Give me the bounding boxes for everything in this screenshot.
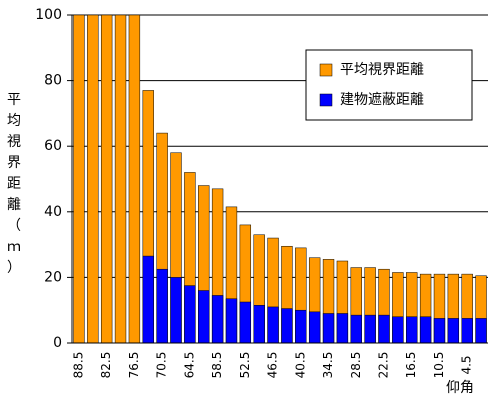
y-tick-label: 100	[35, 7, 62, 23]
x-tick-label: 4.5	[460, 355, 474, 374]
bar	[198, 290, 210, 344]
x-tick-label: 70.5	[155, 352, 169, 379]
legend-box	[305, 49, 473, 121]
bar	[295, 309, 307, 344]
x-tick-label: 28.5	[349, 352, 363, 379]
legend-label: 平均視界距離	[340, 61, 424, 78]
bar	[170, 277, 182, 344]
bar	[475, 318, 487, 344]
y-tick-label: 40	[44, 204, 62, 220]
bar	[100, 14, 113, 344]
bar	[267, 306, 279, 344]
bar	[184, 285, 196, 344]
y-tick-label: 20	[44, 269, 62, 285]
bar	[114, 14, 127, 344]
x-tick-label: 58.5	[210, 352, 224, 379]
bar	[87, 14, 99, 344]
bar	[364, 314, 376, 344]
bar	[461, 318, 473, 344]
bar	[419, 316, 432, 344]
x-axis-label: 仰角	[446, 380, 474, 396]
bar	[336, 313, 349, 344]
y-tick-label: 60	[44, 138, 62, 154]
bar	[281, 308, 293, 344]
bar	[392, 316, 404, 344]
x-tick-label: 34.5	[321, 352, 335, 379]
x-tick-label: 76.5	[127, 352, 141, 379]
bar	[406, 316, 418, 344]
x-tick-label: 40.5	[293, 352, 307, 379]
bar	[73, 14, 85, 344]
bar	[142, 255, 154, 344]
bar	[322, 313, 335, 344]
bar	[239, 301, 252, 344]
x-tick-label: 88.5	[71, 352, 85, 379]
bar	[128, 14, 141, 344]
x-tick-label: 10.5	[432, 352, 446, 379]
bar	[253, 305, 265, 344]
bar	[211, 295, 224, 344]
legend-label: 建物遮蔽距離	[340, 91, 424, 108]
x-tick-label: 82.5	[99, 352, 113, 379]
x-tick-label: 64.5	[182, 352, 196, 379]
bar	[156, 268, 168, 344]
x-tick-label: 16.5	[404, 352, 418, 379]
y-axis-label: 平均視界距離（ｍ）	[7, 92, 21, 276]
legend-swatch	[319, 93, 333, 107]
y-tick-label: 80	[44, 73, 62, 89]
x-tick-label: 52.5	[238, 352, 252, 379]
bar	[350, 314, 362, 344]
legend-swatch	[319, 63, 333, 77]
bar	[308, 311, 321, 344]
x-tick-label: 46.5	[266, 352, 280, 379]
x-tick-label: 22.5	[377, 352, 391, 379]
bar	[378, 314, 390, 344]
bar	[433, 318, 446, 344]
bar	[225, 298, 238, 344]
y-tick-label: 0	[53, 335, 62, 351]
bar	[447, 318, 460, 344]
